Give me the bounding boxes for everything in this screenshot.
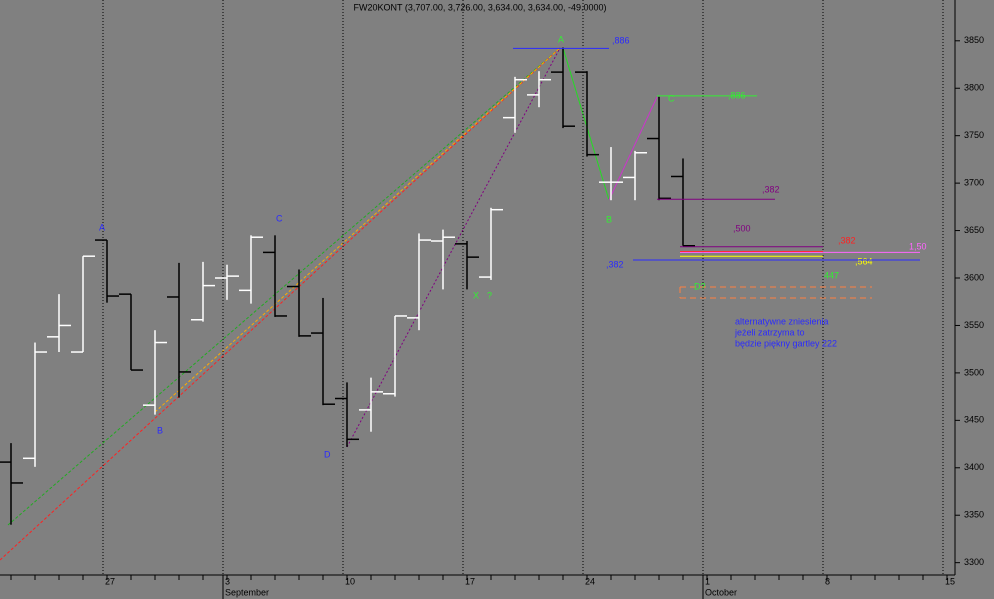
annotation: X <box>473 290 479 300</box>
fib-label: ,382 <box>606 259 624 269</box>
fib-label: ,500 <box>733 223 751 233</box>
annotation: jeżeli zatrzyma to <box>734 327 805 337</box>
fib-label: ,886 <box>612 35 630 45</box>
y-tick-label: 3450 <box>964 415 984 425</box>
annotation: C <box>276 213 283 223</box>
x-tick-label: 1 <box>705 576 710 586</box>
x-tick-label: 3 <box>225 576 230 586</box>
trend-line <box>0 47 561 561</box>
annotation: A <box>99 222 105 232</box>
annotation: będzie piękny gartley 222 <box>735 338 837 348</box>
month-label: September <box>225 587 269 597</box>
fib-label: ,382 <box>838 235 856 245</box>
y-tick-label: 3800 <box>964 83 984 93</box>
annotation: B <box>157 425 163 435</box>
y-tick-label: 3700 <box>964 178 984 188</box>
y-tick-label: 3300 <box>964 557 984 567</box>
y-tick-label: 3750 <box>964 130 984 140</box>
x-tick-label: 17 <box>465 576 475 586</box>
y-tick-label: 3400 <box>964 462 984 472</box>
annotation: 447 <box>824 270 839 280</box>
target-zone <box>679 286 872 299</box>
x-tick-label: 27 <box>105 576 115 586</box>
fib-label: ,564 <box>855 256 873 266</box>
annotation: C <box>668 93 675 103</box>
trend-line <box>346 47 561 448</box>
y-tick-label: 3650 <box>964 225 984 235</box>
annotation: ? <box>487 290 492 300</box>
annotation: D <box>324 449 331 459</box>
y-tick-label: 3350 <box>964 510 984 520</box>
fib-label: ,382 <box>762 184 780 194</box>
annotation: A <box>558 34 564 44</box>
x-tick-label: 8 <box>825 576 830 586</box>
x-tick-label: 10 <box>345 576 355 586</box>
annotation: alternatywne zniesienia <box>735 316 829 326</box>
x-tick-label: 24 <box>585 576 595 586</box>
x-tick-label: 15 <box>945 576 955 586</box>
month-label: October <box>705 587 737 597</box>
y-tick-label: 3500 <box>964 367 984 377</box>
fib-label: ,886 <box>728 90 746 100</box>
y-tick-label: 3850 <box>964 35 984 45</box>
annotation: B <box>606 214 612 224</box>
y-tick-label: 3600 <box>964 272 984 282</box>
fib-label: 1,50 <box>909 241 927 251</box>
y-tick-label: 3550 <box>964 320 984 330</box>
chart-title: FW20KONT (3,707.00, 3,726.00, 3,634.00, … <box>353 2 606 12</box>
annotation: D? <box>694 281 706 291</box>
trend-line <box>7 47 561 526</box>
pattern-leg <box>562 47 610 201</box>
